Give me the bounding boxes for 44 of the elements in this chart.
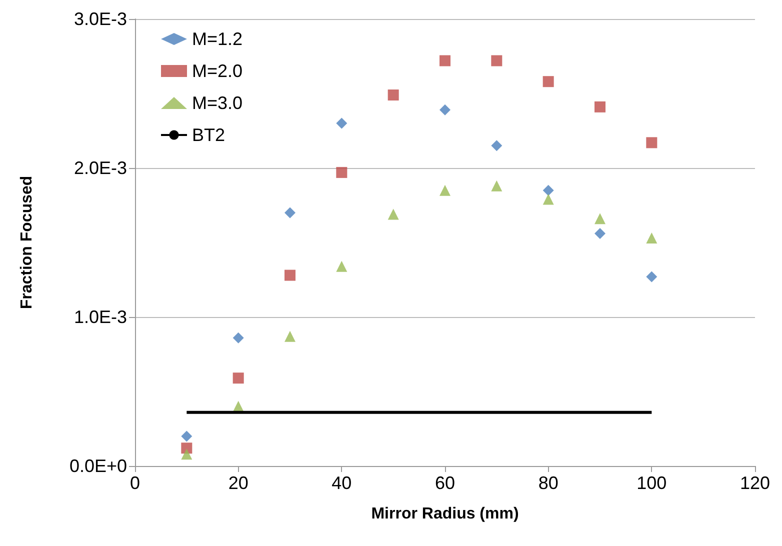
x-tick-label: 100 xyxy=(636,473,667,493)
point xyxy=(388,208,399,220)
point xyxy=(232,332,244,344)
y-tick-label: 3.0E-3 xyxy=(74,9,127,29)
point xyxy=(284,270,296,281)
legend-label: M=1.2 xyxy=(192,29,243,49)
point xyxy=(181,430,192,442)
legend-label: M=3.0 xyxy=(192,93,243,113)
legend-label: BT2 xyxy=(192,125,226,145)
point xyxy=(181,448,192,460)
point xyxy=(491,180,502,192)
point xyxy=(542,194,554,205)
point xyxy=(440,55,450,66)
point xyxy=(336,118,348,129)
point xyxy=(284,207,296,218)
point xyxy=(646,137,658,148)
point xyxy=(491,55,502,66)
point xyxy=(542,184,554,196)
x-tick-label: 80 xyxy=(538,473,558,493)
point xyxy=(594,228,606,240)
y-tick-label: 0.0E+0 xyxy=(69,456,127,476)
point xyxy=(646,232,658,244)
x-axis-title: Mirror Radius (mm) xyxy=(371,506,519,522)
point xyxy=(491,140,502,152)
y-tick-label: 2.0E-3 xyxy=(74,158,127,178)
point xyxy=(232,372,244,384)
x-tick-label: 60 xyxy=(434,473,456,493)
point xyxy=(336,166,348,178)
point xyxy=(646,271,658,282)
y-axis-title: Fraction Focused xyxy=(18,176,36,310)
point xyxy=(594,213,606,224)
point xyxy=(284,330,296,342)
y-tick-label: 1.0E-3 xyxy=(74,307,127,327)
point xyxy=(440,104,450,116)
point xyxy=(336,260,348,272)
point xyxy=(440,184,450,196)
legend-label: M=2.0 xyxy=(192,61,243,81)
point xyxy=(594,101,606,112)
x-tick-label: 40 xyxy=(332,473,352,493)
x-tick-label: 20 xyxy=(228,473,248,493)
point xyxy=(388,89,399,100)
x-tick-label: 0 xyxy=(130,473,140,493)
point xyxy=(542,76,554,88)
x-tick-label: 120 xyxy=(740,473,770,493)
